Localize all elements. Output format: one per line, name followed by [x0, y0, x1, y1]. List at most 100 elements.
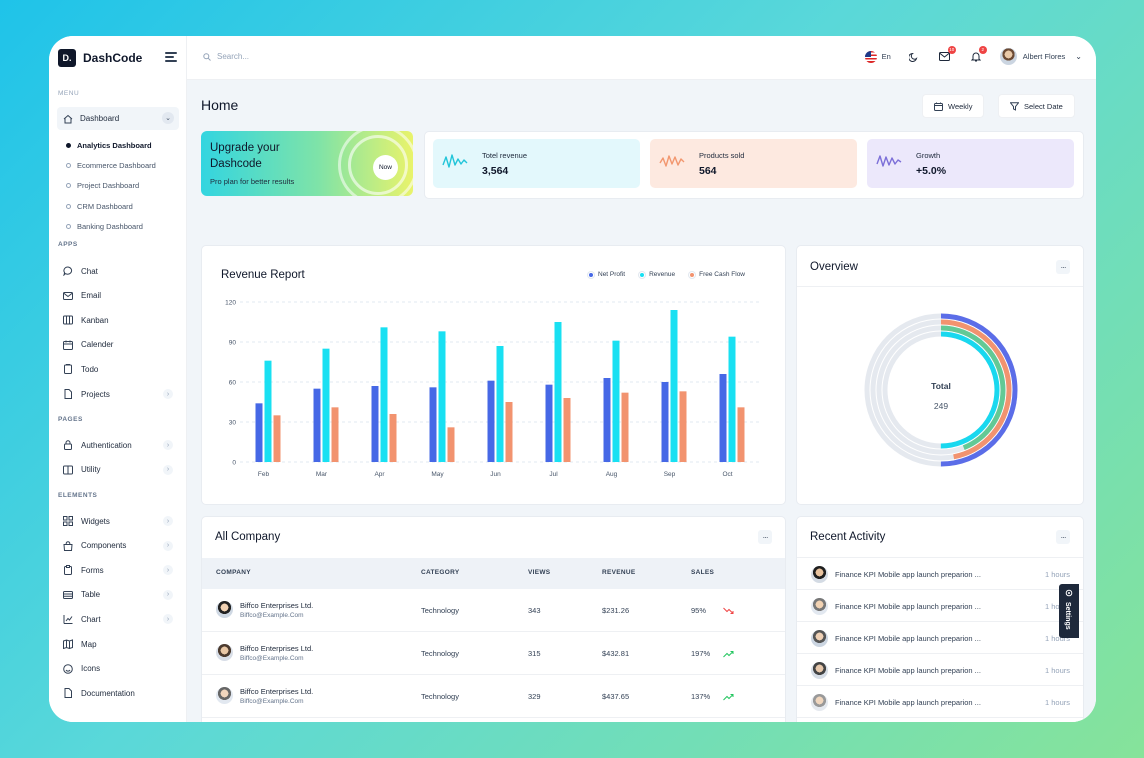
- table-header: [202, 558, 785, 589]
- sidebar-item-label: Widgets: [81, 516, 110, 526]
- column-header-views: VIEWS: [528, 569, 551, 576]
- sidebar-item-components[interactable]: Components ›: [63, 540, 179, 551]
- logo[interactable]: D. DashCode: [58, 49, 142, 67]
- more-icon[interactable]: ···: [1056, 260, 1070, 274]
- bar-free-cash-flow: [621, 392, 629, 462]
- sales-cell: 95%: [691, 606, 707, 615]
- sidebar-item-chat[interactable]: Chat: [63, 266, 179, 276]
- company-name: Biffco Enterprises Ltd.: [240, 644, 314, 653]
- bar-revenue: [554, 322, 562, 462]
- sidebar-subitem[interactable]: Banking Dashboard: [66, 222, 143, 231]
- bar-net-profit: [719, 374, 727, 462]
- avatar: [216, 601, 233, 618]
- chevron-right-icon: ›: [163, 464, 173, 475]
- activity-text: Finance KPI Mobile app launch preparion …: [835, 570, 981, 579]
- search-bar[interactable]: Search...: [203, 52, 249, 61]
- sidebar-subitem[interactable]: CRM Dashboard: [66, 202, 133, 211]
- calendar-icon: [934, 102, 943, 111]
- sidebar-item-todo[interactable]: Todo: [63, 364, 179, 375]
- table-row[interactable]: Biffco Enterprises Ltd.Biffco@Example.Co…: [202, 675, 785, 718]
- chevron-right-icon: ›: [163, 589, 173, 600]
- document-icon: [64, 389, 72, 399]
- upgrade-now-button[interactable]: Now: [373, 155, 398, 180]
- sidebar-item-kanban[interactable]: Kanban: [63, 315, 179, 325]
- stat-card: Products sold 564: [650, 139, 857, 188]
- sidebar-item-utility[interactable]: Utility ›: [63, 464, 179, 475]
- bar-free-cash-flow: [273, 415, 281, 462]
- mail-badge: 10: [947, 45, 956, 54]
- mail-icon: [63, 291, 73, 300]
- sidebar-item-email[interactable]: Email: [63, 291, 179, 301]
- sidebar-item-authentication[interactable]: Authentication ›: [63, 440, 179, 450]
- activity-item[interactable]: Finance KPI Mobile app launch preparion …: [797, 686, 1083, 718]
- bar-revenue: [612, 340, 620, 462]
- bar-net-profit: [487, 380, 495, 462]
- chevron-down-icon[interactable]: ⌄: [162, 112, 174, 124]
- calendar-icon: [63, 340, 73, 350]
- activity-item[interactable]: Finance KPI Mobile app launch preparion …: [797, 590, 1083, 622]
- column-header-category: CATEGORY: [421, 569, 460, 576]
- sidebar-subitem[interactable]: Ecommerce Dashboard: [66, 161, 156, 170]
- x-tick-label: Apr: [374, 471, 385, 478]
- sidebar-item-documentation[interactable]: Documentation: [63, 688, 179, 699]
- sidebar-item-forms[interactable]: Forms ›: [63, 565, 179, 576]
- notification-button[interactable]: 2: [969, 45, 987, 64]
- search-input[interactable]: Search...: [217, 52, 250, 61]
- revenue-cell: $231.26: [602, 606, 630, 615]
- bar-revenue: [322, 348, 330, 462]
- trend-down-icon: [723, 607, 734, 614]
- bullet-icon: [66, 163, 71, 169]
- sidebar-subitem-label: Project Dashboard: [77, 181, 140, 191]
- category-cell: Technology: [421, 606, 459, 615]
- mail-button[interactable]: 10: [938, 45, 956, 64]
- legend-free-cash-flow[interactable]: Free Cash Flow: [689, 271, 745, 278]
- activity-time: 1 hours: [1044, 666, 1070, 675]
- company-email: Biffco@Example.Com: [240, 655, 304, 662]
- bar-free-cash-flow: [737, 407, 745, 462]
- stat-value: +5.0%: [916, 165, 947, 177]
- activity-item[interactable]: Finance KPI Mobile app launch preparion …: [797, 622, 1083, 654]
- sidebar-item-label: Icons: [81, 664, 101, 674]
- chevron-down-icon: ⌄: [1075, 52, 1082, 61]
- more-icon[interactable]: ···: [1056, 530, 1070, 544]
- chevron-right-icon: ›: [163, 540, 173, 551]
- sidebar-item-dashboard[interactable]: Dashboard ⌄: [57, 107, 179, 130]
- sidebar-item-icons[interactable]: Icons: [63, 663, 179, 674]
- user-name: Albert Flores: [1022, 52, 1066, 61]
- y-tick-label: 0: [232, 460, 236, 467]
- select-date-button[interactable]: Select Date: [998, 94, 1075, 118]
- table-row[interactable]: Biffco Enterprises Ltd. Biffco@Example.Co…: [202, 632, 785, 675]
- chevron-right-icon: ›: [163, 440, 173, 450]
- table-row[interactable]: Biffco Enterprises Ltd.Biffco@Example.Co…: [202, 589, 785, 632]
- user-menu[interactable]: Albert Flores ⌄: [999, 48, 1082, 65]
- sidebar-item-calender[interactable]: Calender: [63, 340, 179, 350]
- todo-icon: [64, 364, 72, 375]
- table-row[interactable]: Biffco Enterprises Ltd.Biffco@Example.Co…: [202, 718, 785, 722]
- activity-item[interactable]: Finance KPI Mobile app launch preparion …: [797, 718, 1083, 722]
- chart-legend: Net Profit Revenue Free Cash Flow: [588, 271, 745, 278]
- sidebar-item-table[interactable]: Table ›: [63, 589, 179, 600]
- legend-net-profit[interactable]: Net Profit: [588, 271, 625, 278]
- sidebar-item-chart[interactable]: Chart ›: [63, 614, 179, 625]
- recent-activity-title: Recent Activity: [810, 531, 886, 543]
- sidebar-subitem[interactable]: Project Dashboard: [66, 181, 139, 190]
- bar-revenue: [728, 336, 736, 462]
- activity-item[interactable]: Finance KPI Mobile app launch preparion …: [797, 558, 1083, 590]
- more-icon[interactable]: ···: [758, 530, 772, 544]
- upgrade-subtitle: Pro plan for better results: [210, 177, 295, 186]
- dark-mode-toggle[interactable]: [907, 50, 921, 64]
- sidebar-subitem[interactable]: Analytics Dashboard: [66, 141, 152, 150]
- legend-revenue[interactable]: Revenue: [639, 271, 675, 278]
- sidebar-item-projects[interactable]: Projects ›: [63, 389, 179, 399]
- weekly-button[interactable]: Weekly: [922, 94, 985, 118]
- app-name: DashCode: [83, 51, 143, 65]
- menu-toggle-icon[interactable]: [165, 52, 177, 62]
- sidebar-item-label: Kanban: [81, 315, 109, 325]
- activity-item[interactable]: Finance KPI Mobile app launch preparion …: [797, 654, 1083, 686]
- settings-tab[interactable]: Settings: [1059, 584, 1079, 638]
- ring-arc: [876, 325, 1006, 455]
- language-selector[interactable]: En: [864, 50, 891, 63]
- sidebar-item-map[interactable]: Map: [63, 639, 179, 649]
- filter-icon: [1010, 101, 1019, 111]
- sidebar-item-widgets[interactable]: Widgets ›: [63, 516, 179, 526]
